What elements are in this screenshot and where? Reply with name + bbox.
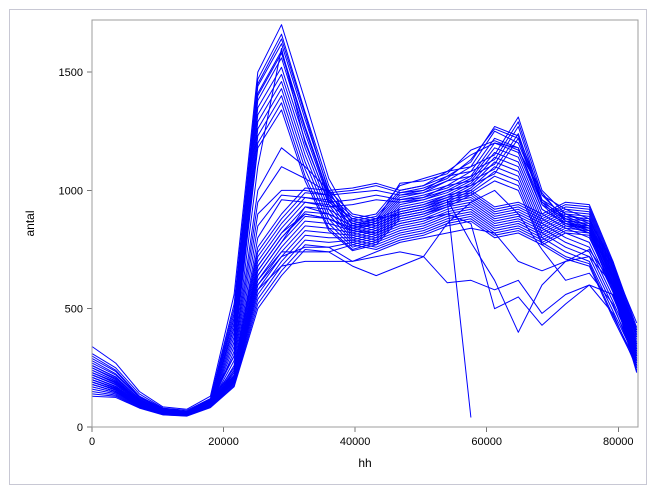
chart-frame: 0 20000 40000 60000 80000 0 500 1000 1500 hh ant… xyxy=(9,9,647,485)
y-tick-label: 1000 xyxy=(59,185,83,197)
series-line xyxy=(91,213,638,416)
axis-ticks: 0 20000 40000 60000 80000 0 500 1000 1500 xyxy=(59,67,634,448)
series-line-dropout xyxy=(91,199,472,418)
plot-area-border xyxy=(91,19,639,428)
series-line xyxy=(91,227,638,416)
x-tick-label: 40000 xyxy=(340,436,371,448)
x-tick-label: 20000 xyxy=(208,436,239,448)
y-tick-label: 0 xyxy=(77,422,83,434)
x-tick-label: 0 xyxy=(89,436,95,448)
x-tick-label: 80000 xyxy=(603,436,634,448)
series-lines xyxy=(91,24,638,418)
series-line xyxy=(91,109,638,416)
y-tick-label: 500 xyxy=(65,304,83,316)
series-line xyxy=(91,137,638,416)
line-chart: 0 20000 40000 60000 80000 0 500 1000 1500 hh ant… xyxy=(23,19,639,470)
series-line xyxy=(91,88,638,415)
x-axis-label: hh xyxy=(358,456,371,470)
series-line xyxy=(91,133,638,416)
y-axis-label: antal xyxy=(23,210,37,236)
y-tick-label: 1500 xyxy=(59,67,83,79)
series-line xyxy=(91,43,638,413)
series-line xyxy=(91,121,638,415)
x-tick-label: 60000 xyxy=(471,436,502,448)
series-line xyxy=(91,218,638,417)
series-line xyxy=(91,220,638,417)
series-line xyxy=(91,95,638,416)
